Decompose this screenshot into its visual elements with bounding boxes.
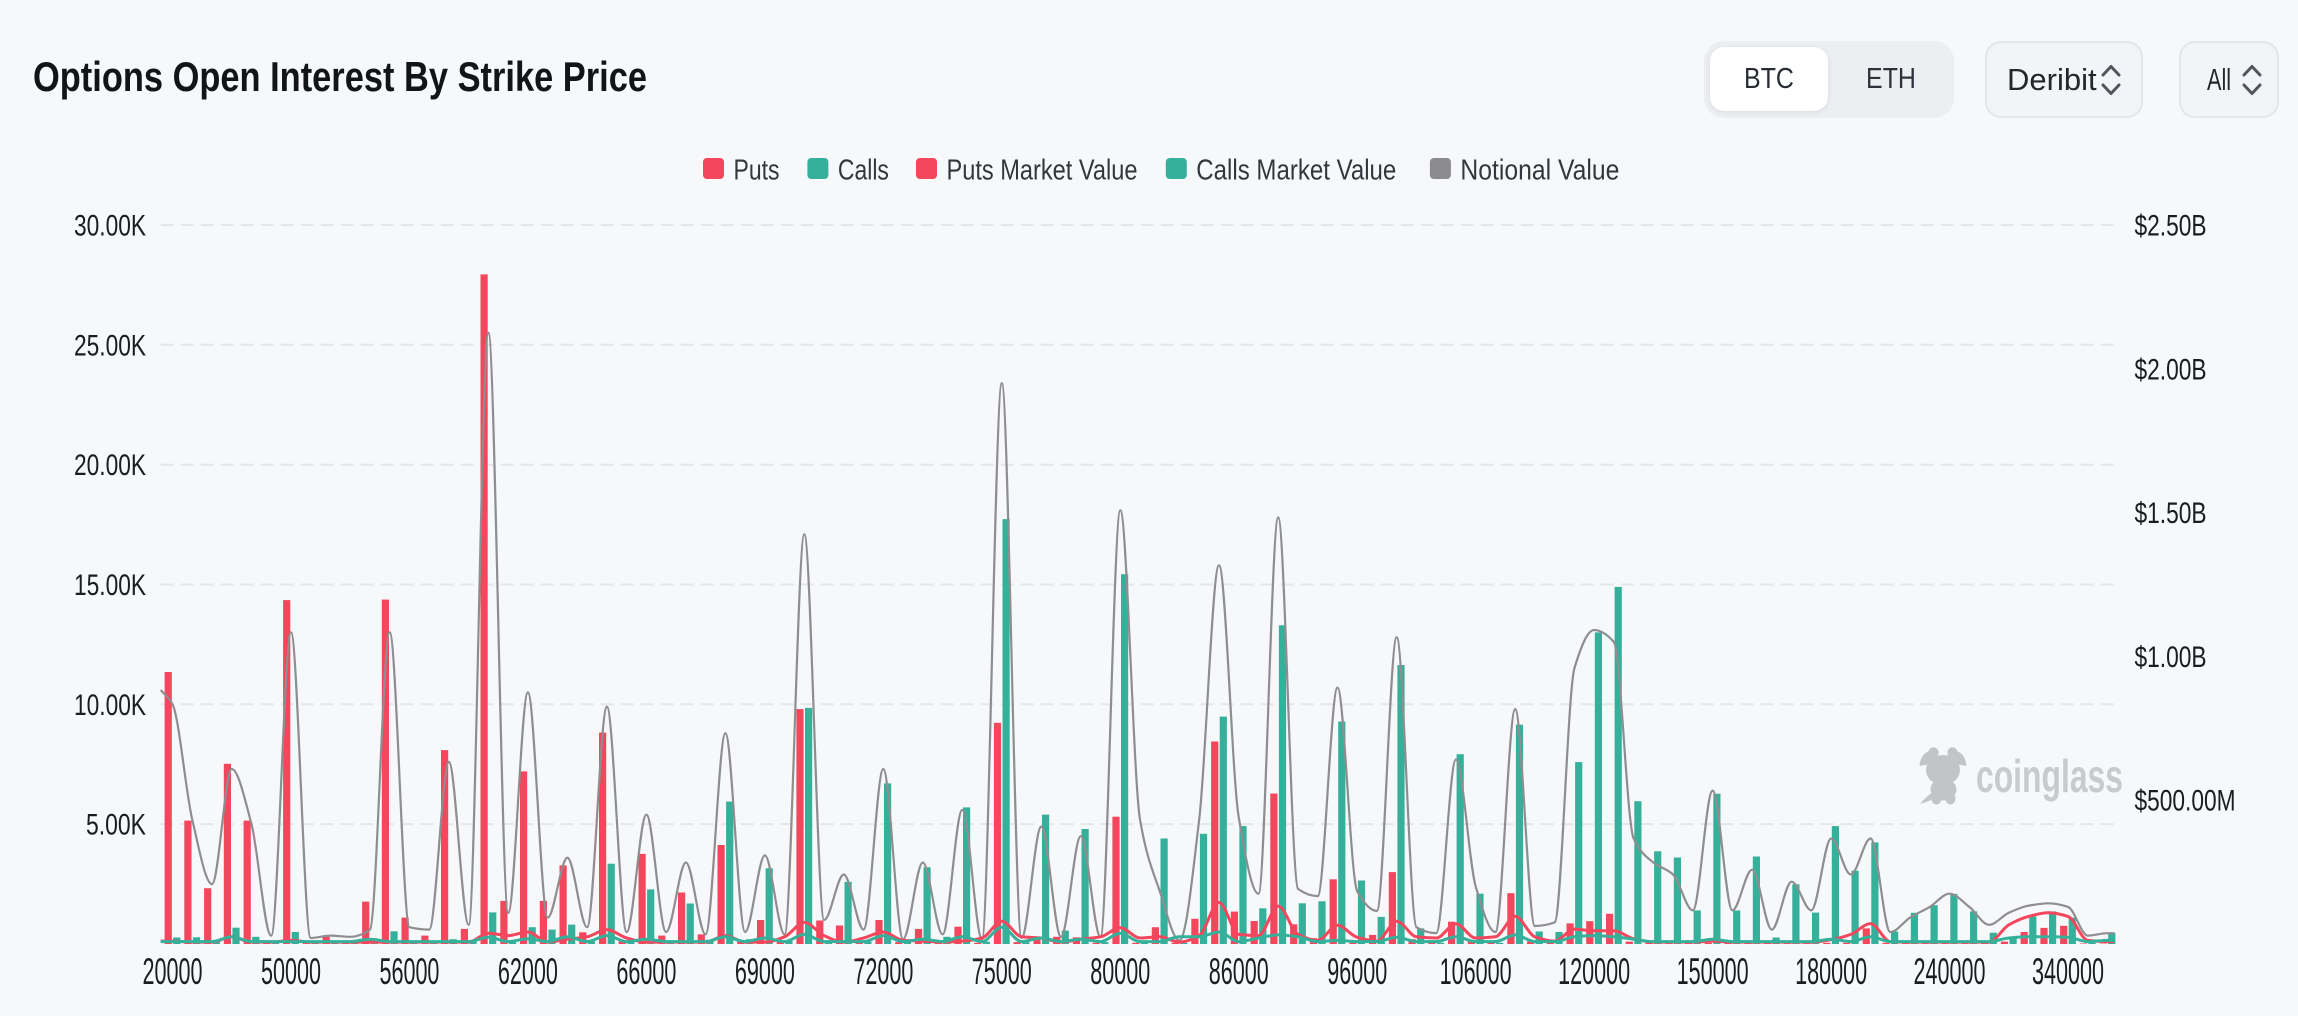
svg-text:Puts Market Value: Puts Market Value bbox=[947, 155, 1138, 187]
svg-text:5.00K: 5.00K bbox=[86, 809, 146, 842]
svg-text:Calls: Calls bbox=[838, 155, 889, 187]
svg-text:$2.00B: $2.00B bbox=[2135, 353, 2207, 386]
svg-text:Notional Value: Notional Value bbox=[1460, 155, 1619, 187]
svg-text:20000: 20000 bbox=[143, 951, 203, 992]
svg-text:72000: 72000 bbox=[853, 951, 913, 992]
svg-text:106000: 106000 bbox=[1440, 951, 1512, 992]
svg-text:30.00K: 30.00K bbox=[74, 210, 146, 243]
svg-text:66000: 66000 bbox=[616, 951, 676, 992]
svg-text:$1.50B: $1.50B bbox=[2135, 497, 2207, 530]
svg-text:56000: 56000 bbox=[379, 951, 439, 992]
svg-text:80000: 80000 bbox=[1090, 951, 1150, 992]
svg-text:50000: 50000 bbox=[261, 951, 321, 992]
svg-text:75000: 75000 bbox=[972, 951, 1032, 992]
svg-text:Options Open Interest By Strik: Options Open Interest By Strike Price bbox=[33, 53, 647, 100]
svg-text:25.00K: 25.00K bbox=[74, 329, 146, 362]
svg-text:96000: 96000 bbox=[1327, 951, 1387, 992]
svg-text:150000: 150000 bbox=[1677, 951, 1749, 992]
svg-text:62000: 62000 bbox=[498, 951, 558, 992]
svg-text:Calls Market Value: Calls Market Value bbox=[1196, 155, 1396, 187]
svg-text:240000: 240000 bbox=[1914, 951, 1986, 992]
svg-text:20.00K: 20.00K bbox=[74, 449, 146, 482]
svg-text:69000: 69000 bbox=[735, 951, 795, 992]
svg-text:coinglass: coinglass bbox=[1976, 750, 2123, 802]
svg-text:180000: 180000 bbox=[1795, 951, 1867, 992]
svg-text:$1.00B: $1.00B bbox=[2135, 641, 2207, 674]
svg-text:$2.50B: $2.50B bbox=[2135, 210, 2207, 243]
svg-text:$500.00M: $500.00M bbox=[2135, 785, 2236, 818]
svg-text:10.00K: 10.00K bbox=[74, 689, 146, 722]
svg-text:15.00K: 15.00K bbox=[74, 569, 146, 602]
svg-text:Puts: Puts bbox=[734, 155, 780, 187]
svg-text:86000: 86000 bbox=[1209, 951, 1269, 992]
svg-text:340000: 340000 bbox=[2032, 951, 2104, 992]
svg-text:120000: 120000 bbox=[1558, 951, 1630, 992]
